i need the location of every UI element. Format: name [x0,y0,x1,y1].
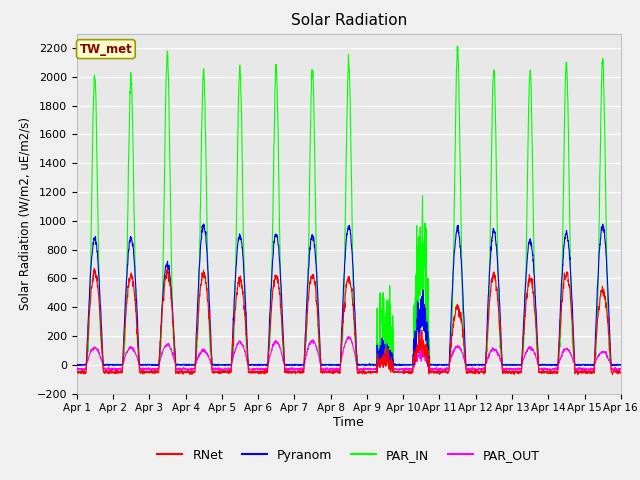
Legend: RNet, Pyranom, PAR_IN, PAR_OUT: RNet, Pyranom, PAR_IN, PAR_OUT [152,444,545,467]
Text: TW_met: TW_met [79,43,132,56]
Y-axis label: Solar Radiation (W/m2, uE/m2/s): Solar Radiation (W/m2, uE/m2/s) [18,117,31,310]
Title: Solar Radiation: Solar Radiation [291,13,407,28]
X-axis label: Time: Time [333,416,364,429]
